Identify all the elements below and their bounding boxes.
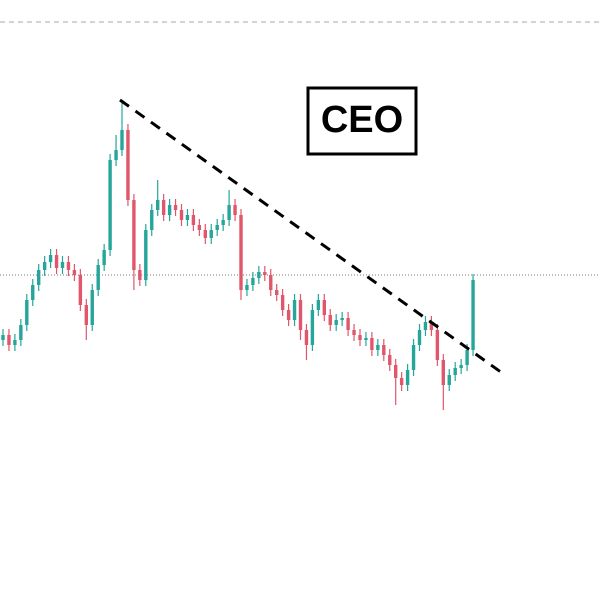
candle-body bbox=[19, 325, 23, 340]
candle-body bbox=[156, 200, 160, 210]
candle-body bbox=[25, 300, 29, 325]
candle-body bbox=[185, 215, 190, 220]
candle-body bbox=[269, 275, 273, 290]
candle-body bbox=[376, 345, 380, 350]
candle-body bbox=[102, 250, 106, 265]
candle-body bbox=[233, 205, 237, 215]
candle-body bbox=[263, 272, 267, 275]
chart-title: CEO bbox=[321, 99, 403, 141]
trendline bbox=[119, 98, 506, 377]
candle-body bbox=[388, 355, 392, 365]
candle-body bbox=[126, 130, 130, 200]
candle-body bbox=[358, 335, 362, 340]
candle-body bbox=[144, 230, 148, 280]
candle-body bbox=[72, 270, 77, 275]
candle-body bbox=[48, 255, 53, 262]
candle-body bbox=[245, 285, 249, 290]
candle-body bbox=[179, 210, 184, 220]
candle-body bbox=[1, 335, 5, 340]
candle-body bbox=[352, 330, 356, 335]
candle-body bbox=[251, 278, 255, 285]
candle-body bbox=[84, 305, 88, 325]
candle-body bbox=[96, 265, 100, 290]
candle-body bbox=[394, 365, 398, 378]
candle-body bbox=[90, 290, 94, 325]
candle-body bbox=[275, 290, 279, 295]
candle-body bbox=[7, 335, 11, 345]
candle-body bbox=[239, 215, 243, 290]
candle-body bbox=[429, 322, 434, 330]
candle-body bbox=[191, 215, 196, 225]
candle-body bbox=[334, 320, 338, 325]
candle-body bbox=[66, 262, 71, 270]
candle-body bbox=[435, 330, 440, 360]
candle-body bbox=[405, 370, 410, 385]
candle-body bbox=[328, 315, 332, 325]
candle-body bbox=[441, 360, 445, 385]
candle-body bbox=[280, 295, 285, 310]
candle-body bbox=[31, 285, 35, 300]
candle-body bbox=[304, 330, 309, 345]
candle-body bbox=[138, 270, 142, 280]
candle-body bbox=[60, 262, 65, 268]
candle-body bbox=[150, 210, 154, 230]
candle-body bbox=[453, 368, 457, 375]
candle-body bbox=[310, 310, 315, 345]
candle-body bbox=[364, 338, 368, 340]
candle-body bbox=[173, 205, 178, 210]
candle-body bbox=[120, 130, 124, 150]
candle-body bbox=[42, 262, 47, 270]
candle-body bbox=[221, 220, 225, 225]
candle-body bbox=[227, 205, 231, 220]
candle-body bbox=[322, 300, 326, 315]
candle-body bbox=[167, 205, 172, 215]
candle-body bbox=[370, 338, 374, 350]
title-box bbox=[306, 86, 418, 156]
candle-body bbox=[298, 300, 303, 330]
candle-body bbox=[203, 230, 207, 238]
candle-body bbox=[465, 350, 469, 365]
candle-body bbox=[382, 345, 386, 355]
candle-body bbox=[346, 318, 350, 330]
candle-body bbox=[447, 375, 451, 385]
candle-body bbox=[37, 270, 41, 285]
candles bbox=[1, 100, 475, 410]
candle-body bbox=[286, 310, 291, 320]
candle-body bbox=[161, 200, 166, 215]
candle-body bbox=[108, 160, 112, 250]
candle-body bbox=[114, 150, 118, 160]
candle-body bbox=[340, 318, 344, 320]
candle-body bbox=[417, 330, 422, 345]
candle-body bbox=[132, 200, 136, 270]
candle-body bbox=[54, 255, 59, 268]
candle-body bbox=[471, 280, 475, 350]
candle-body bbox=[209, 230, 213, 238]
candle-body bbox=[423, 322, 428, 330]
candle-body bbox=[13, 340, 17, 345]
candle-body bbox=[316, 300, 321, 310]
candle-body bbox=[197, 225, 202, 230]
candle-body bbox=[78, 275, 83, 305]
candle-body bbox=[411, 345, 416, 370]
candle-body bbox=[257, 272, 261, 278]
candle-body bbox=[399, 378, 404, 385]
candle-body bbox=[292, 300, 297, 320]
candle-body bbox=[459, 365, 463, 368]
candle-body bbox=[215, 225, 219, 230]
